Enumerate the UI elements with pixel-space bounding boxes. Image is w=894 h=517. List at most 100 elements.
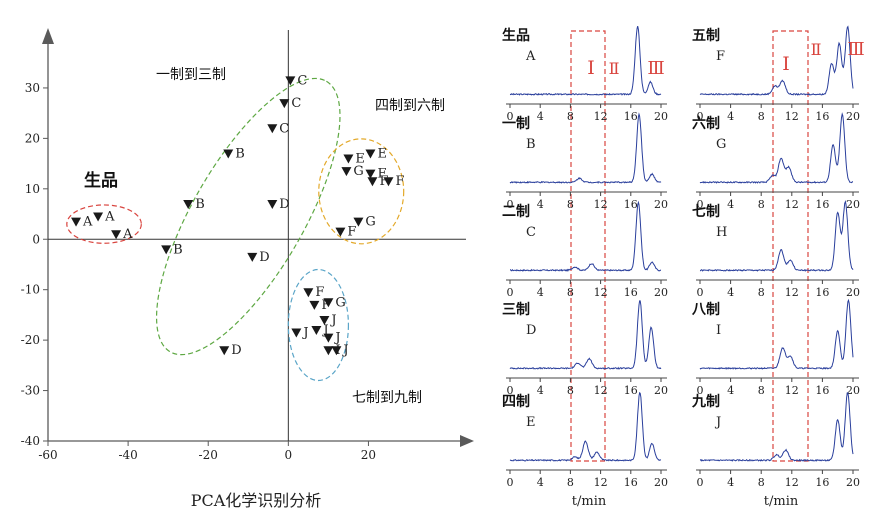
- panel-name: 一制: [502, 115, 530, 132]
- panel-x-tick-label: 4: [537, 476, 544, 489]
- data-point-marker: [111, 230, 122, 240]
- data-point-marker: [267, 199, 278, 209]
- x-tick-label: -20: [199, 448, 218, 462]
- group-label: 七制到九制: [352, 390, 422, 406]
- panel-x-tick-label: 4: [537, 384, 544, 397]
- y-tick-label: -10: [21, 283, 40, 297]
- x-tick-label: -40: [118, 448, 137, 462]
- panel-x-tick-label: 20: [654, 384, 668, 397]
- panel-name: 五制: [692, 27, 720, 44]
- panel-x-tick-label: 20: [654, 476, 668, 489]
- panel-x-tick-label: 8: [758, 384, 765, 397]
- data-point-label: E: [377, 147, 387, 162]
- y-tick-label: 0: [32, 232, 40, 246]
- region-highlight-box: [772, 30, 809, 462]
- data-point-marker: [367, 177, 378, 187]
- panel-x-tick-label: 20: [846, 110, 860, 123]
- panel-x-tick-label: 8: [758, 476, 765, 489]
- panel-code: F: [716, 49, 725, 64]
- chromatogram-curve: [699, 112, 853, 184]
- chromatogram-curve: [699, 298, 854, 370]
- data-point-marker: [353, 217, 364, 227]
- data-point-label: F: [321, 298, 330, 313]
- panel-x-tick-label: 12: [594, 110, 608, 123]
- panel-name: 六制: [692, 115, 720, 132]
- data-point-label: G: [335, 295, 345, 310]
- data-point-marker: [343, 154, 354, 164]
- y-tick-label: -20: [21, 333, 40, 347]
- data-point-label: A: [82, 215, 93, 230]
- panel-x-tick-label: 8: [567, 286, 574, 299]
- data-point-marker: [365, 149, 376, 159]
- data-point-label: A: [104, 210, 115, 225]
- panel-x-tick-label: 4: [727, 384, 734, 397]
- data-point-marker: [323, 346, 334, 356]
- data-point-marker: [223, 149, 234, 159]
- region-label: Ⅱ: [811, 40, 822, 59]
- panel-x-tick-label: 0: [697, 476, 704, 489]
- data-point-label: F: [377, 167, 386, 182]
- panel-x-tick-label: 12: [594, 286, 608, 299]
- group-ellipse: [318, 138, 405, 245]
- panel-x-tick-label: 12: [785, 286, 799, 299]
- region-label: Ⅰ: [587, 57, 595, 79]
- panel-x-tick-label: 0: [507, 198, 514, 211]
- data-point-label: B: [173, 242, 183, 257]
- data-point-label: A: [122, 227, 133, 242]
- panel-x-tick-label: 0: [507, 286, 514, 299]
- panel-x-tick-label: 16: [815, 198, 829, 211]
- data-point-label: F: [347, 225, 356, 240]
- panel-code: J: [714, 415, 721, 430]
- data-point-marker: [285, 76, 296, 86]
- group-label: 一制到三制: [156, 67, 226, 83]
- data-point-marker: [319, 315, 330, 325]
- data-point-label: D: [231, 343, 241, 358]
- panel-x-tick-label: 8: [758, 110, 765, 123]
- data-point-label: F: [379, 174, 388, 189]
- data-point-marker: [331, 346, 342, 356]
- panel-x-tick-label: 16: [624, 110, 638, 123]
- data-point-label: J: [341, 343, 348, 358]
- panel-name: 三制: [502, 301, 530, 318]
- panel-x-tick-label: 8: [567, 476, 574, 489]
- panel-name: 生品: [502, 27, 530, 44]
- data-point-label: C: [297, 73, 307, 88]
- panel-x-tick-label: 12: [594, 476, 608, 489]
- panel-x-tick-label: 12: [785, 476, 799, 489]
- panel-x-tick-label: 4: [727, 110, 734, 123]
- panel-name: 四制: [502, 393, 530, 410]
- panel-x-tick-label: 20: [654, 198, 668, 211]
- panel-x-tick-label: 4: [727, 476, 734, 489]
- data-point-label: B: [235, 147, 245, 162]
- data-point-marker: [323, 333, 334, 343]
- data-point-label: J: [333, 331, 340, 346]
- panel-x-tick-label: 16: [815, 476, 829, 489]
- data-point-label: G: [365, 215, 375, 230]
- panel-x-tick-label: 16: [624, 476, 638, 489]
- data-point-label: C: [291, 96, 301, 111]
- data-point-marker: [183, 199, 194, 209]
- chromatogram-curve: [509, 25, 662, 96]
- panel-name: 九制: [691, 393, 720, 410]
- pca-scatter-chart: -60 -40 -20 0 20-40-30-20-100102030生品一制到三制四制…: [21, 28, 474, 510]
- panel-x-tick-label: 16: [624, 198, 638, 211]
- panel-x-tick-label: 0: [697, 198, 704, 211]
- data-point-marker: [341, 167, 352, 177]
- group-ellipse: [155, 77, 341, 356]
- panel-x-tick-label: 16: [624, 384, 638, 397]
- panel-code: I: [716, 323, 721, 338]
- y-tick-label: 30: [25, 81, 40, 95]
- y-tick-label: 10: [25, 182, 40, 196]
- chromatogram-curve: [699, 200, 854, 272]
- x-axis-title: t/min: [572, 494, 607, 509]
- data-point-label: E: [355, 152, 365, 167]
- panel-x-tick-label: 0: [697, 384, 704, 397]
- region-label: Ⅲ: [847, 39, 864, 60]
- panel-x-tick-label: 0: [507, 110, 514, 123]
- data-point-marker: [219, 346, 230, 356]
- data-point-label: F: [315, 285, 324, 300]
- data-point-label: J: [329, 313, 336, 328]
- panel-x-tick-label: 8: [758, 286, 765, 299]
- panel-x-tick-label: 12: [785, 110, 799, 123]
